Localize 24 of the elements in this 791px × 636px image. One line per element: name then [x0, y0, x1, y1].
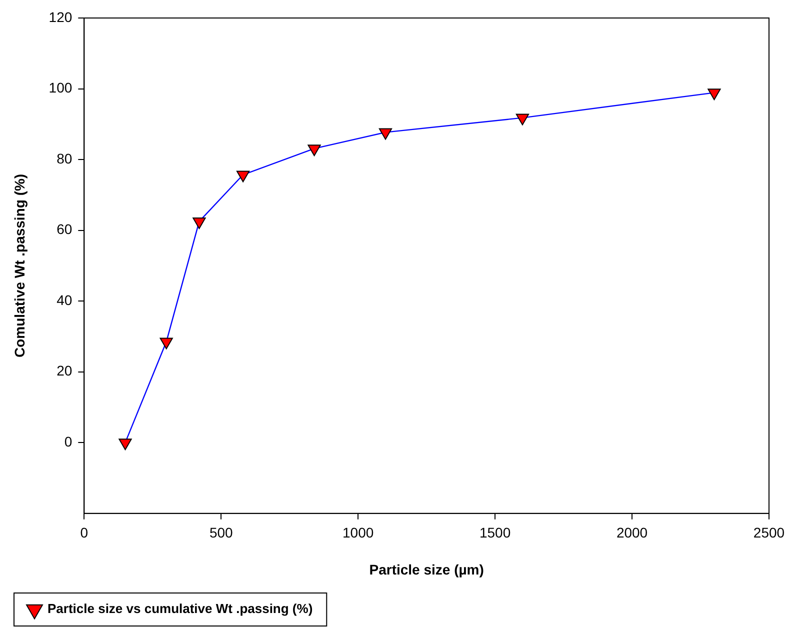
point [160, 338, 173, 350]
y-axis-title: Comulative Wt .passing (%) [11, 174, 28, 358]
point [708, 88, 721, 100]
y-tick-label: 60 [56, 221, 72, 238]
y-tick-label: 100 [48, 80, 72, 96]
y-tick-label: 80 [56, 150, 72, 166]
x-axis-title: Particle size (µm) [369, 561, 484, 578]
point [118, 438, 132, 450]
x-tick-label: 1500 [479, 524, 511, 541]
y-tick-label: 120 [48, 8, 72, 25]
x-tick-label: 500 [209, 524, 234, 541]
x-tick-label: 2000 [616, 524, 648, 541]
point [516, 114, 530, 126]
x-tick-label: 0 [80, 524, 88, 541]
x-tick-label: 2500 [753, 524, 785, 541]
x-tick-label: 1000 [342, 524, 374, 541]
legend-label: Particle size vs cumulative Wt .passing (%) [48, 601, 313, 616]
point [236, 170, 250, 182]
point [192, 217, 206, 229]
y-tick-label: 0 [64, 433, 72, 450]
y-tick-label: 20 [56, 362, 72, 379]
point [378, 128, 392, 140]
y-tick-label: 40 [56, 292, 72, 308]
point [308, 144, 321, 156]
